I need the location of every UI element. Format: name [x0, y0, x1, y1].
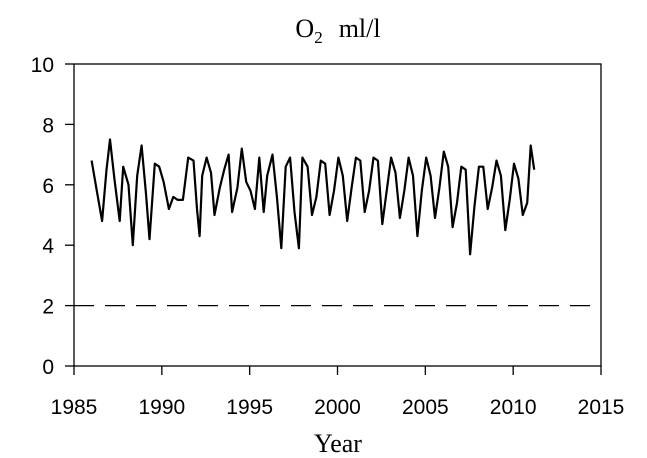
x-tick-label: 2005: [402, 396, 449, 419]
x-axis-title: Year: [314, 429, 362, 458]
chart-title-main: O: [295, 14, 314, 43]
series-line-o2: [90, 138, 536, 256]
x-tick-label: 2000: [314, 396, 361, 419]
x-tick-label: 2015: [578, 396, 625, 419]
y-tick-label: 8: [42, 114, 54, 137]
y-tick-label: 2: [42, 296, 54, 319]
y-tick-label: 4: [42, 235, 54, 258]
chart-title-unit: ml/l: [339, 14, 381, 43]
y-tick-label: 0: [42, 356, 54, 379]
y-tick-label: 10: [31, 54, 54, 77]
x-tick-label: 2010: [490, 396, 537, 419]
x-tick-label: 1995: [226, 396, 273, 419]
y-tick-label: 6: [42, 175, 54, 198]
chart-title-subscript: 2: [314, 28, 323, 47]
chart-title: O2 ml/l: [295, 14, 380, 47]
x-axis-ticks: 1985 1990 1995 2000 2005 2010 2015: [51, 366, 625, 419]
x-tick-label: 1985: [51, 396, 98, 419]
y-axis-ticks: 0 2 4 6 8 10: [31, 54, 74, 379]
x-tick-label: 1990: [138, 396, 185, 419]
